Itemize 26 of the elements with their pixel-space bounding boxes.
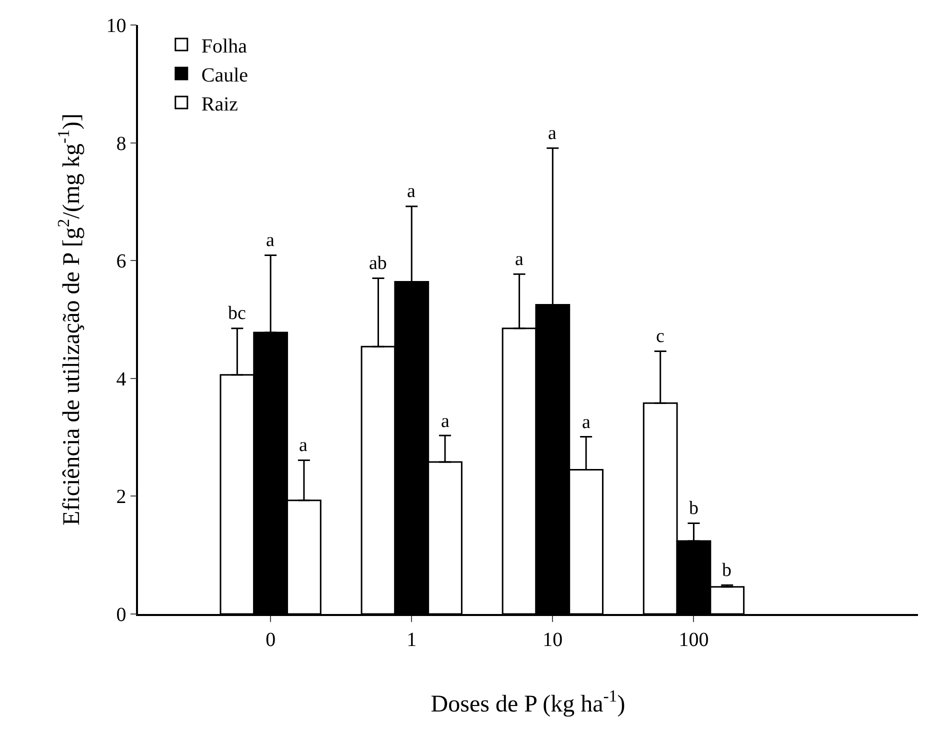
annotation: a [299, 435, 308, 456]
annotation: c [656, 326, 664, 347]
legend-label: Raiz [201, 93, 238, 116]
y-tick-label: 4 [116, 368, 126, 390]
x-axis-title: Doses de P (kg ha$^{-1}$) [430, 686, 626, 718]
x-tick-label: 10 [542, 628, 563, 651]
annotation: a [407, 181, 416, 202]
annotation: a [266, 230, 275, 251]
annotation: a [515, 249, 524, 270]
x-tick-label: 100 [678, 628, 709, 651]
y-tick-label: 2 [116, 486, 126, 508]
annotation: a [582, 412, 591, 433]
x-tick-label: 0 [266, 628, 276, 651]
y-tick-label: 0 [116, 604, 126, 626]
annotation: a [441, 411, 450, 432]
y-tick-label: 10 [106, 15, 126, 37]
y-tick-label: 8 [116, 132, 126, 155]
legend-label: Folha [201, 35, 248, 58]
annotation: a [548, 123, 557, 144]
annotation: b [722, 560, 732, 581]
legend-label: Caule [201, 64, 248, 86]
x-tick-label: 1 [406, 628, 417, 651]
annotation: b [689, 498, 698, 519]
annotation: bc [228, 303, 246, 324]
y-tick-label: 6 [116, 250, 126, 273]
annotation: ab [369, 253, 387, 274]
